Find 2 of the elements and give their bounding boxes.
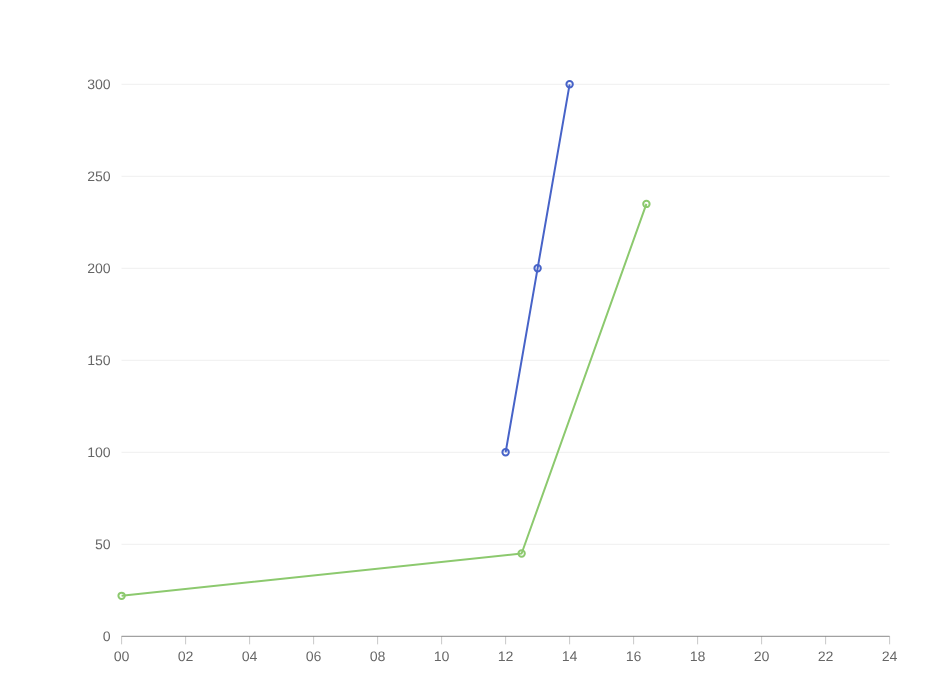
point: [517, 549, 526, 558]
point: [533, 264, 542, 273]
